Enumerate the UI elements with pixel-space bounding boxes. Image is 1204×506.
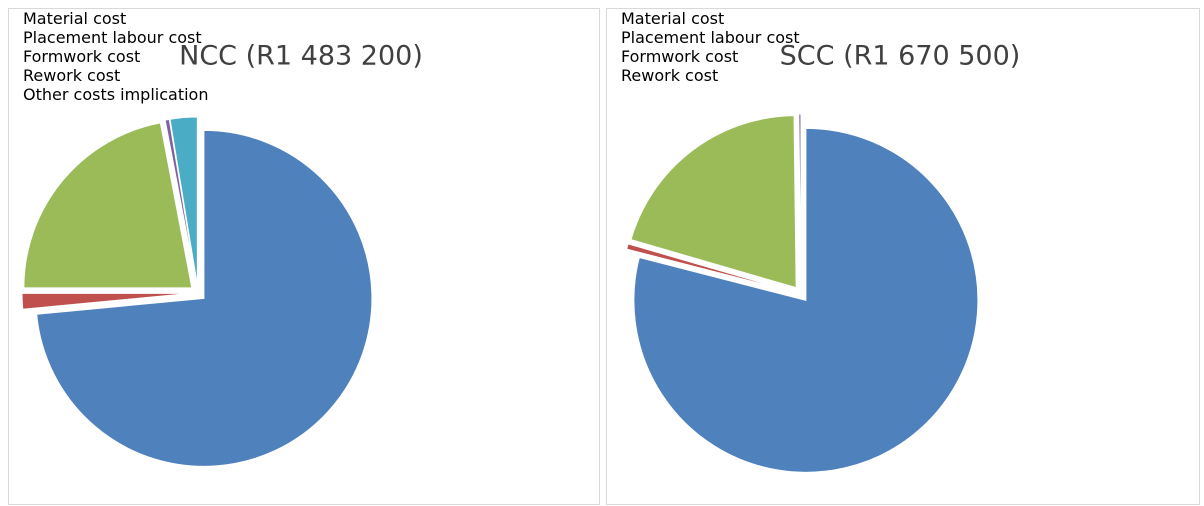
chart: SCC (R1 670 500) (626, 41, 1021, 473)
chart-title: SCC (R1 670 500) (780, 41, 1021, 72)
pie-slice (36, 129, 373, 467)
pie-slice (633, 127, 979, 473)
chart: NCC (R1 483 200) (21, 41, 423, 467)
legend-item: Formwork cost (607, 47, 1199, 66)
chart-panel: SCC (R1 670 500) Material cost Placement l… (606, 8, 1200, 505)
legend-item: Material cost (9, 9, 599, 28)
legend-item: Formwork cost (9, 47, 599, 66)
legend-label: Rework cost (621, 66, 719, 85)
pie-slice (21, 292, 191, 310)
pie-slice (23, 122, 193, 289)
pie-slice (169, 116, 198, 286)
legend-label: Material cost (621, 9, 725, 28)
legend-label: Formwork cost (23, 47, 141, 66)
chart-panel: NCC (R1 483 200) Material cost Placement l… (8, 8, 600, 505)
legend-item: Rework cost (607, 66, 1199, 85)
chart-title: NCC (R1 483 200) (179, 41, 423, 72)
legend-label: Material cost (23, 9, 127, 28)
legend-item: Other costs implication (9, 85, 599, 104)
legend-label: Placement labour cost (621, 28, 800, 47)
pie-slice (626, 243, 794, 293)
pie-slice (630, 115, 797, 289)
legend-label: Formwork cost (621, 47, 739, 66)
legend-label: Rework cost (23, 66, 121, 85)
legend-item: Placement labour cost (607, 28, 1199, 47)
legend-item: Rework cost (9, 66, 599, 85)
pie-slice (164, 118, 198, 286)
pie-slice (798, 113, 802, 287)
legend-label: Placement labour cost (23, 28, 202, 47)
legend-item: Placement labour cost (9, 28, 599, 47)
legend-label: Other costs implication (23, 85, 209, 104)
legend-item: Material cost (607, 9, 1199, 28)
